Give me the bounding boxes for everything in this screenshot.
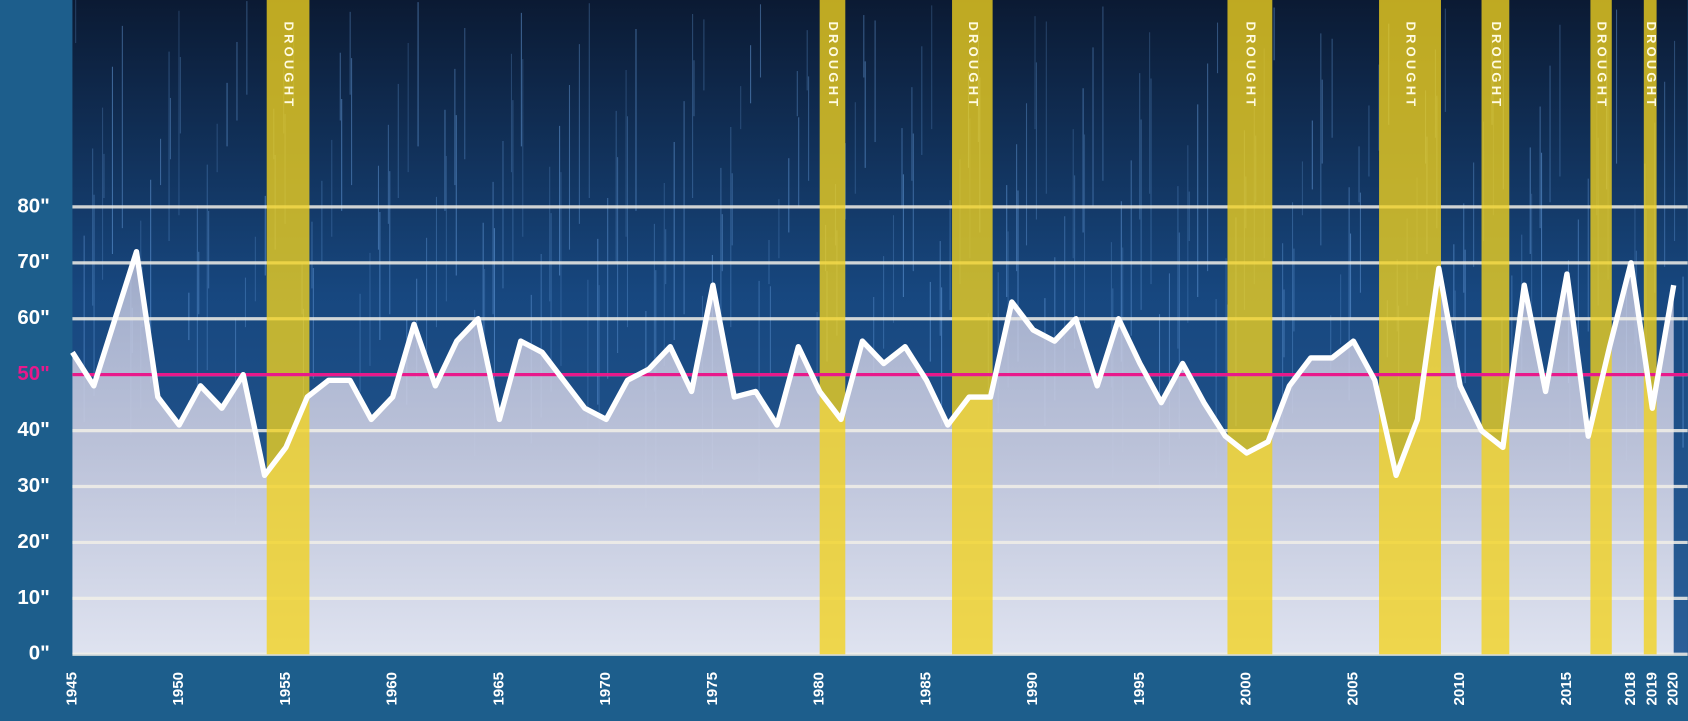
drought-band — [1481, 0, 1510, 655]
y-tick-label: 60" — [17, 306, 49, 329]
x-tick-label: 1955 — [277, 672, 294, 705]
x-tick-label: 1975 — [704, 672, 721, 705]
drought-label: DROUGHT — [1489, 22, 1504, 110]
y-tick-label: 10" — [17, 586, 49, 609]
x-tick-label: 1945 — [63, 672, 80, 705]
x-tick-label: 1995 — [1131, 672, 1148, 705]
drought-band — [952, 0, 993, 655]
y-tick-label: 30" — [17, 474, 49, 497]
drought-label: DROUGHT — [1243, 22, 1258, 110]
x-tick-label: 1965 — [490, 672, 507, 705]
drought-label: DROUGHT — [966, 22, 981, 110]
drought-label: DROUGHT — [1644, 22, 1659, 110]
x-tick-label: 1960 — [384, 672, 401, 705]
x-tick-label: 2018 — [1622, 672, 1639, 705]
drought-band — [266, 0, 310, 655]
x-tick-label: 1950 — [170, 672, 187, 705]
x-tick-label: 1970 — [597, 672, 614, 705]
drought-band — [819, 0, 846, 655]
x-tick-label: 1990 — [1024, 672, 1041, 705]
x-tick-label: 1985 — [917, 672, 934, 705]
drought-label: DROUGHT — [1595, 22, 1610, 110]
x-tick-label: 1980 — [811, 672, 828, 705]
drought-label: DROUGHT — [826, 22, 841, 110]
y-tick-label: 0" — [29, 642, 50, 665]
x-tick-label: 2010 — [1451, 672, 1468, 705]
y-tick-label: 70" — [17, 250, 49, 273]
rainfall-line — [70, 248, 1677, 479]
drought-band — [1590, 0, 1612, 655]
y-tick-label: 50" — [17, 362, 49, 385]
y-tick-label: 20" — [17, 530, 49, 553]
y-tick-label: 80" — [17, 194, 49, 217]
drought-band — [1227, 0, 1273, 655]
drought-band — [1643, 0, 1657, 655]
x-tick-label: 2015 — [1558, 672, 1575, 705]
x-tick-label: 2000 — [1238, 672, 1255, 705]
x-tick-label: 2019 — [1643, 672, 1660, 705]
drought-label: DROUGHT — [282, 22, 297, 110]
rainfall-area — [72, 251, 1674, 655]
y-tick-label: 40" — [17, 418, 49, 441]
drought-label: DROUGHT — [1404, 22, 1419, 110]
x-tick-label: 2005 — [1344, 672, 1361, 705]
x-tick-label: 2020 — [1665, 672, 1682, 705]
